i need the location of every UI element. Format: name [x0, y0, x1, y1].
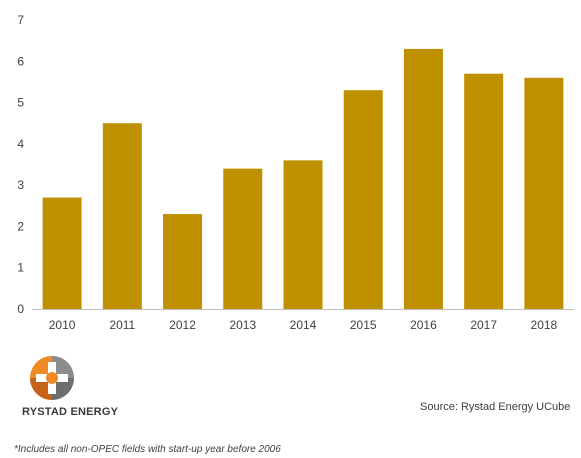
y-tick-label: 5	[17, 96, 24, 110]
y-tick-label: 2	[17, 219, 24, 233]
x-tick-label: 2011	[109, 318, 135, 332]
footnote: *Includes all non-OPEC fields with start…	[14, 444, 281, 455]
x-tick-label: 2012	[169, 318, 196, 332]
bar-2013	[223, 168, 263, 309]
bar-2016	[403, 48, 443, 310]
x-tick-label: 2018	[531, 318, 558, 332]
y-tick-label: 6	[17, 54, 24, 68]
x-tick-label: 2016	[410, 318, 437, 332]
bar-chart-svg: 0 1 2 3 4 5 6 7 2010 2011 2012 2013 2014 2015 2016 2017…	[17, 13, 574, 332]
x-tick-label: 2017	[470, 318, 497, 332]
source-note: Source: Rystad Energy UCube	[420, 401, 571, 413]
bar-2010	[42, 197, 82, 309]
bar-2012	[163, 214, 203, 309]
y-tick-label: 0	[17, 302, 24, 316]
bar-2011	[102, 123, 142, 309]
x-tick-label: 2013	[229, 318, 256, 332]
logo-mark-icon	[30, 356, 74, 400]
bar-2015	[343, 90, 383, 309]
logo-text: RYSTAD ENERGY	[22, 406, 119, 418]
chart: 0 1 2 3 4 5 6 7 2010 2011 2012 2013 2014 2015 2016 2017…	[17, 13, 574, 332]
rystad-energy-logo: RYSTAD ENERGY	[22, 352, 122, 432]
y-tick-label: 7	[17, 13, 24, 27]
bar-2018	[524, 77, 564, 309]
y-tick-label: 3	[17, 178, 24, 192]
x-tick-label: 2015	[350, 318, 377, 332]
x-tick-label: 2010	[49, 318, 76, 332]
y-tick-label: 4	[17, 137, 24, 151]
bar-2017	[464, 73, 504, 310]
y-tick-label: 1	[17, 261, 24, 275]
x-tick-label: 2014	[290, 318, 317, 332]
bar-2014	[283, 160, 323, 309]
